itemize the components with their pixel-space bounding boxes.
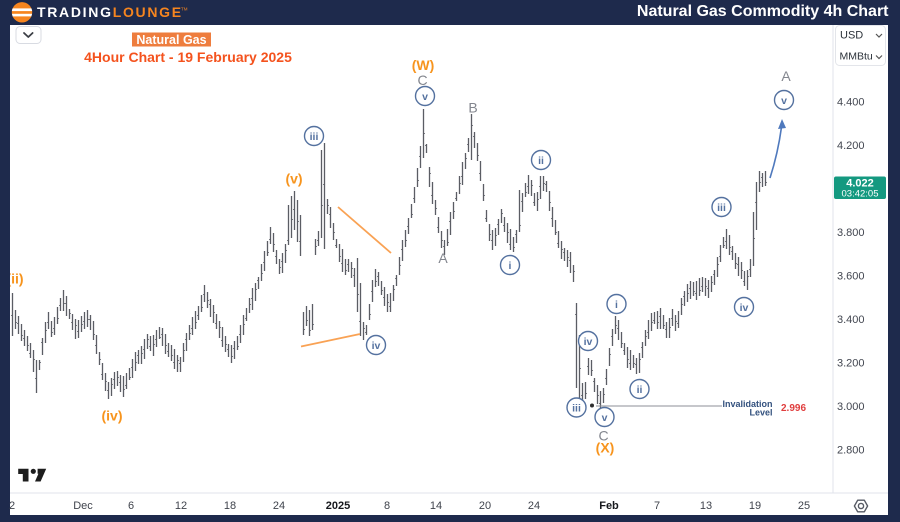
svg-text:3.800: 3.800: [837, 227, 865, 239]
svg-text:4.200: 4.200: [837, 140, 865, 152]
svg-text:i: i: [615, 299, 618, 311]
svg-text:(v): (v): [285, 171, 302, 187]
svg-text:(ii): (ii): [6, 271, 23, 287]
svg-text:v: v: [602, 412, 608, 424]
svg-text:3.200: 3.200: [837, 358, 865, 370]
svg-text:Level: Level: [749, 408, 772, 418]
svg-text:i: i: [509, 260, 512, 272]
svg-text:iv: iv: [372, 340, 381, 352]
svg-text:TM: TM: [181, 7, 188, 12]
svg-text:3.400: 3.400: [837, 314, 865, 326]
svg-text:USD: USD: [840, 30, 863, 42]
svg-text:C: C: [598, 428, 608, 444]
svg-text:iii: iii: [572, 402, 581, 414]
svg-text:14: 14: [430, 500, 442, 512]
svg-text:B: B: [468, 100, 477, 116]
svg-text:ii: ii: [538, 155, 544, 167]
svg-text:24: 24: [273, 500, 285, 512]
svg-text:2.800: 2.800: [837, 445, 865, 457]
svg-text:4Hour Chart - 19 February 2025: 4Hour Chart - 19 February 2025: [84, 49, 292, 65]
svg-text:Feb: Feb: [599, 500, 619, 512]
svg-text:(W): (W): [412, 57, 435, 73]
svg-text:MMBtu: MMBtu: [840, 51, 873, 63]
svg-text:2025: 2025: [326, 500, 350, 512]
svg-text:iii: iii: [310, 131, 319, 143]
svg-text:iv: iv: [584, 336, 593, 348]
svg-text:Natural Gas: Natural Gas: [136, 33, 206, 47]
svg-text:(X): (X): [596, 440, 615, 456]
svg-text:iii: iii: [717, 202, 726, 214]
svg-text:6: 6: [128, 500, 134, 512]
svg-text:25: 25: [798, 500, 810, 512]
svg-text:12: 12: [175, 500, 187, 512]
svg-text:20: 20: [479, 500, 491, 512]
svg-text:3.000: 3.000: [837, 401, 865, 413]
svg-text:03:42:05: 03:42:05: [842, 189, 879, 200]
svg-text:2.996: 2.996: [781, 403, 806, 414]
svg-text:TRADINGLOUNGE: TRADINGLOUNGE: [37, 4, 183, 20]
svg-text:A: A: [438, 250, 448, 266]
svg-text:Dec: Dec: [73, 500, 93, 512]
svg-text:4.400: 4.400: [837, 97, 865, 109]
svg-text:A: A: [781, 68, 791, 84]
svg-text:ii: ii: [637, 384, 643, 396]
svg-text:13: 13: [700, 500, 712, 512]
svg-text:C: C: [417, 72, 427, 88]
svg-text:18: 18: [224, 500, 236, 512]
svg-text:8: 8: [384, 500, 390, 512]
svg-text:v: v: [781, 95, 787, 107]
svg-text:19: 19: [749, 500, 761, 512]
svg-text:Invalidation: Invalidation: [722, 399, 772, 409]
svg-text:v: v: [422, 91, 428, 103]
svg-text:iv: iv: [740, 302, 749, 314]
svg-text:4.022: 4.022: [846, 178, 874, 190]
svg-text:24: 24: [528, 500, 540, 512]
svg-text:2: 2: [9, 500, 15, 512]
svg-text:7: 7: [654, 500, 660, 512]
svg-text:Natural Gas Commodity 4h Chart: Natural Gas Commodity 4h Chart: [637, 3, 889, 20]
svg-text:3.600: 3.600: [837, 271, 865, 283]
svg-text:(iv): (iv): [102, 408, 123, 424]
